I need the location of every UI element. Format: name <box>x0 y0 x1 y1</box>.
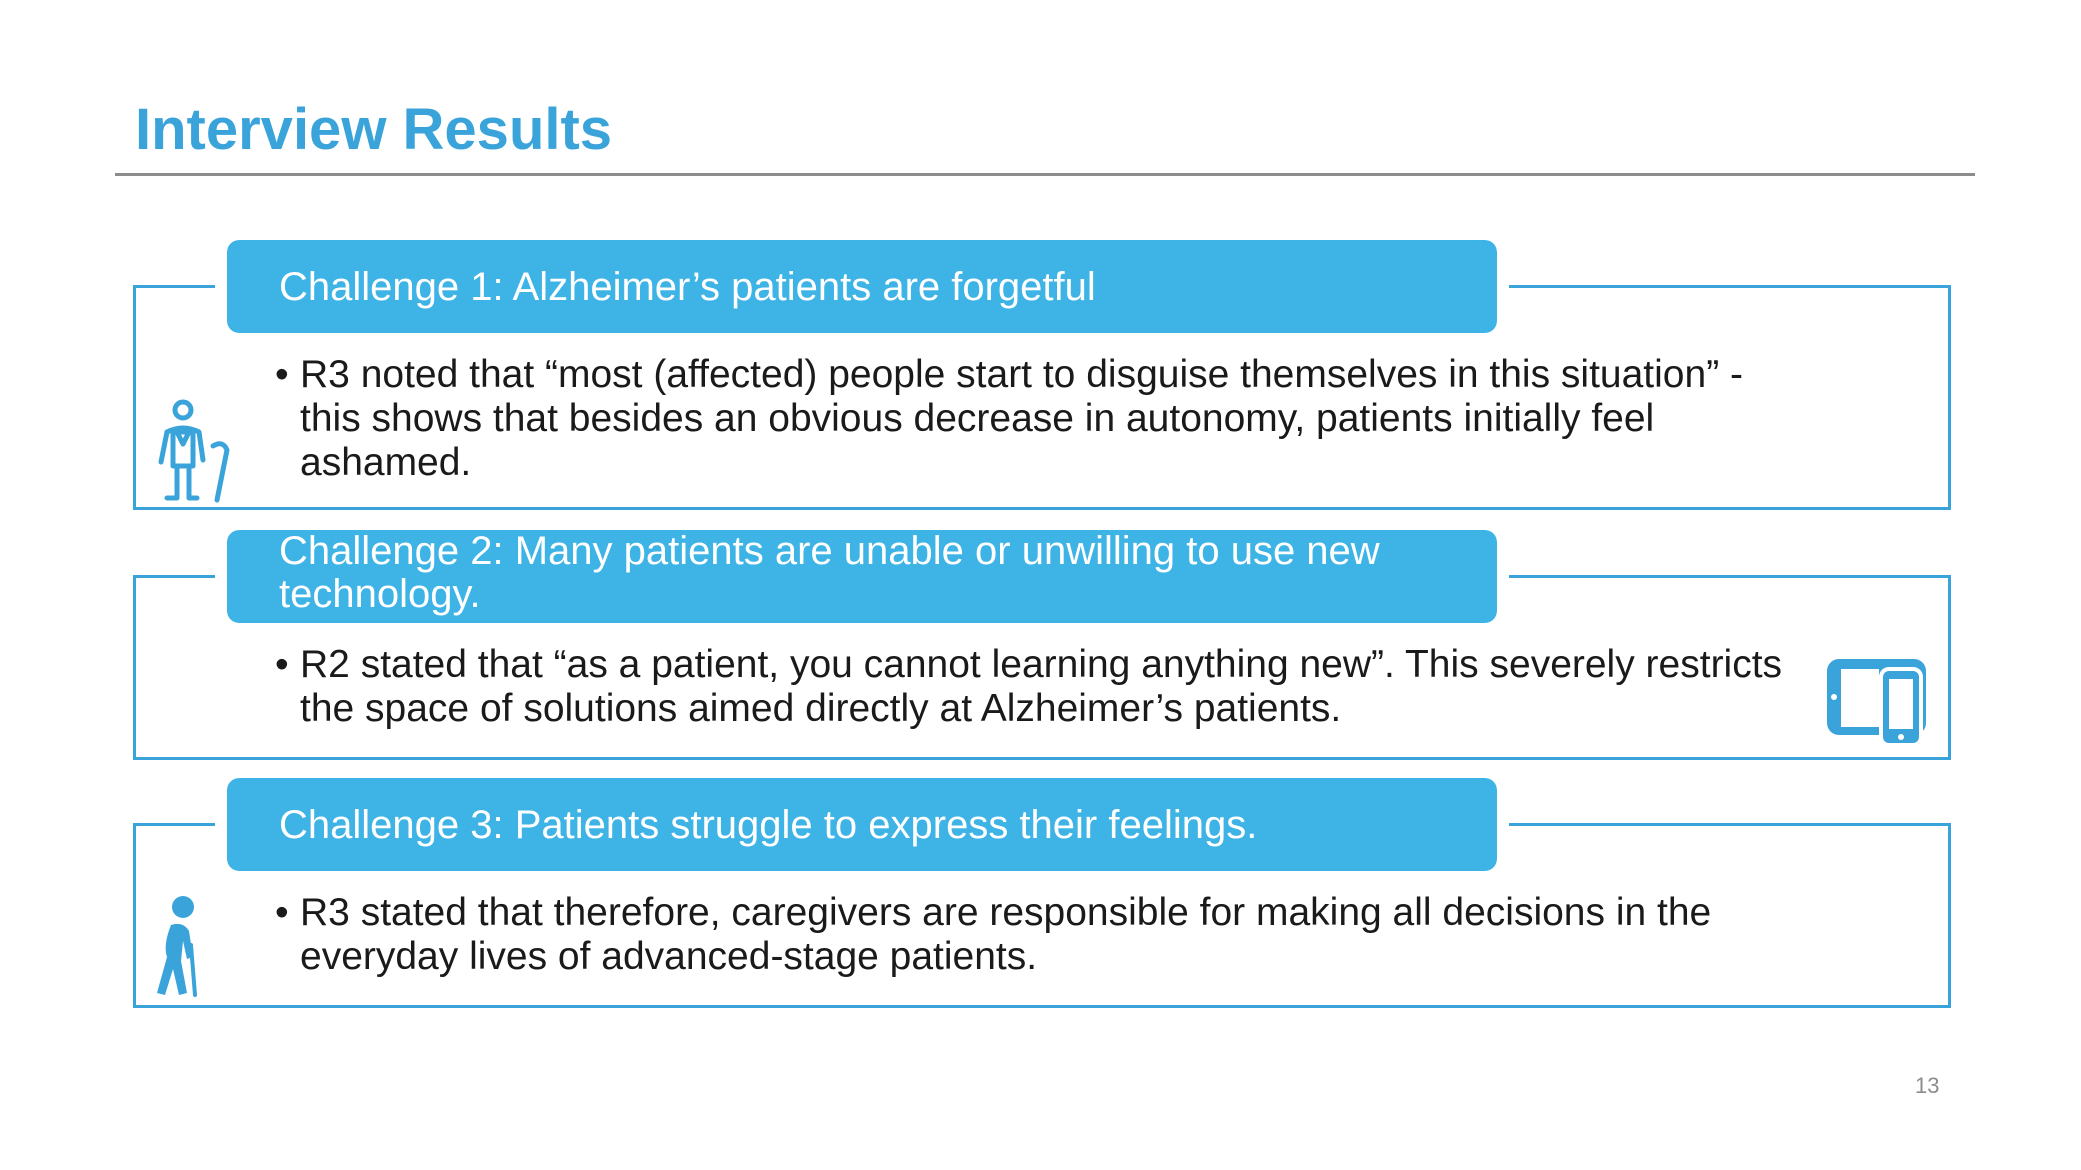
challenge-3-bullet-text: R3 stated that therefore, caregivers are… <box>300 891 1712 978</box>
challenge-2-bullet: • R2 stated that “as a patient, you canno… <box>275 643 1800 731</box>
page-number: 13 <box>1915 1073 1940 1098</box>
challenge-3-bullet: • R3 stated that therefore, caregivers ar… <box>275 891 1800 979</box>
challenge-2-header: Challenge 2: Many patients are unable or… <box>215 518 1509 635</box>
bullet-marker: • <box>275 353 289 396</box>
elderly-person-with-cane-outline-icon <box>158 399 230 503</box>
tablet-and-phone-icon <box>1827 659 1926 747</box>
challenge-2-bullet-text: R2 stated that “as a patient, you cannot… <box>300 643 1783 730</box>
challenge-1-bullet-text: R3 noted that “most (affected) people st… <box>300 353 1743 484</box>
elderly-person-walking-icon <box>157 896 197 997</box>
bullet-marker: • <box>275 643 289 686</box>
bullet-marker: • <box>275 891 289 934</box>
slide-title: Interview Results <box>135 97 613 162</box>
challenge-1-header: Challenge 1: Alzheimer’s patients are fo… <box>215 228 1509 345</box>
challenge-3-header: Challenge 3: Patients struggle to expres… <box>215 766 1509 883</box>
title-divider <box>115 173 1975 176</box>
challenge-1-bullet: • R3 noted that “most (affected) people s… <box>275 353 1800 485</box>
